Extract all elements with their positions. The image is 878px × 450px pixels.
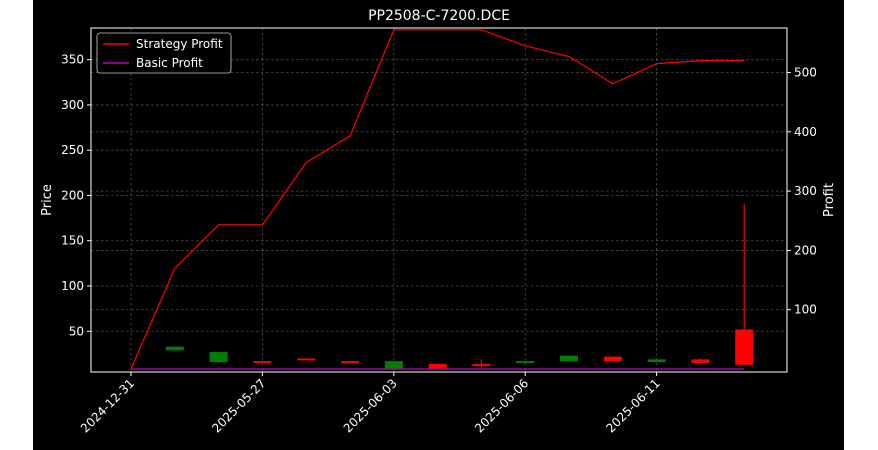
grid	[91, 28, 787, 372]
candle	[472, 359, 491, 368]
candle	[691, 358, 710, 363]
chart-title: PP2508-C-7200.DCE	[368, 8, 510, 24]
left-tick-label: 100	[61, 279, 84, 293]
left-axis-label: Price	[40, 184, 55, 216]
right-tick-label: 200	[794, 243, 817, 257]
plot-frame	[90, 27, 788, 373]
x-tick-label: 2025-06-03	[341, 376, 400, 435]
candle	[516, 361, 535, 364]
candle-body	[647, 359, 666, 363]
x-tick-label: 2025-05-27	[209, 376, 268, 435]
candlestick-chart: PP2508-C-7200.DCE 50 100 150 200 250 300 350 1…	[40, 8, 837, 435]
profit-lines	[130, 29, 745, 370]
candle-body	[735, 329, 754, 365]
candle	[384, 361, 403, 369]
candle-body	[253, 361, 272, 364]
left-tick-label: 150	[61, 234, 84, 248]
legend-label: Basic Profit	[136, 56, 203, 70]
left-tick-label: 50	[69, 324, 84, 338]
right-y-axis: 100 200 300 400 500	[787, 65, 817, 317]
right-tick-label: 400	[794, 125, 817, 139]
candle	[297, 358, 316, 361]
legend: Strategy Profit Basic Profit	[96, 32, 232, 74]
candle-body	[341, 361, 359, 364]
candle	[165, 346, 184, 351]
left-tick-label: 250	[61, 143, 84, 157]
candle	[735, 203, 754, 365]
x-tick-label: 2024-12-31	[78, 376, 137, 435]
chart-figure: PP2508-C-7200.DCE 50 100 150 200 250 300 350 1…	[33, 0, 844, 450]
candle-body	[297, 358, 316, 361]
candles	[165, 203, 754, 369]
right-axis-label: Profit	[822, 183, 837, 217]
candle-body	[428, 363, 447, 369]
candle	[209, 352, 228, 363]
candle	[560, 355, 578, 362]
candle-body	[209, 352, 228, 363]
candle-body	[691, 359, 710, 363]
x-axis: 2024-12-31 2025-05-27 2025-06-03 2025-06-06…	[78, 372, 663, 435]
candle	[647, 359, 666, 363]
legend-box	[96, 32, 232, 74]
candle	[341, 361, 359, 364]
right-tick-label: 500	[794, 65, 817, 79]
left-tick-label: 350	[61, 53, 84, 67]
candle-body	[560, 355, 578, 362]
candle-body	[165, 346, 184, 351]
legend-label: Strategy Profit	[136, 37, 223, 51]
candle-body	[472, 363, 491, 366]
x-tick-label: 2025-06-11	[604, 376, 663, 435]
series-line-strategy-profit	[130, 29, 745, 370]
left-tick-label: 300	[61, 98, 84, 112]
right-tick-label: 100	[794, 303, 817, 317]
x-tick-label: 2025-06-06	[472, 376, 531, 435]
candle-body	[384, 361, 403, 369]
candle-body	[516, 361, 535, 364]
candle	[428, 363, 447, 369]
candle-body	[603, 356, 622, 362]
right-tick-label: 300	[794, 184, 817, 198]
left-tick-label: 200	[61, 188, 84, 202]
candle	[603, 356, 622, 362]
candle	[253, 361, 272, 364]
left-y-axis: 50 100 150 200 250 300 350	[61, 53, 91, 338]
